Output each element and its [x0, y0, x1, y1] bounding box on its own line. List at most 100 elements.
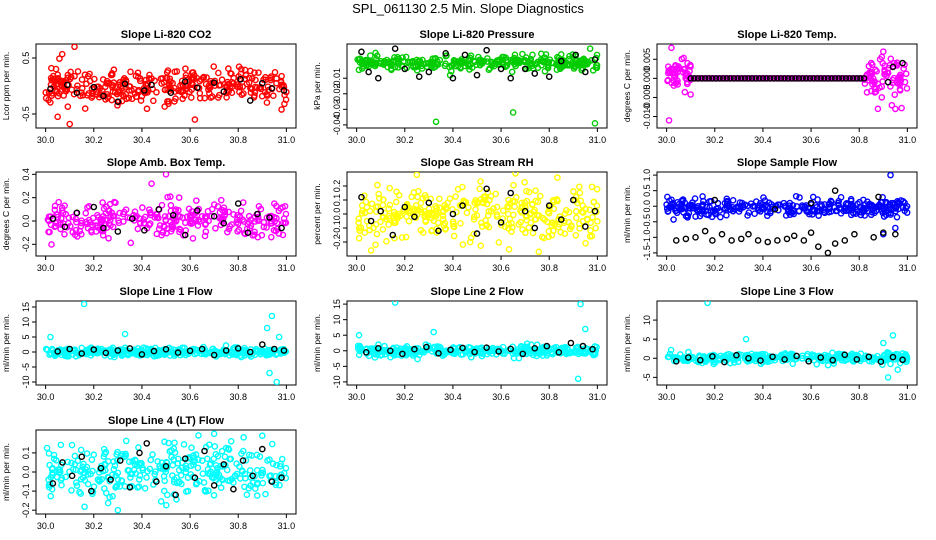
reference-point: [201, 447, 208, 455]
reference-point: [790, 232, 798, 240]
outlier-point: [894, 366, 902, 374]
x-tick-label: 31.0: [899, 392, 917, 402]
data-point: [809, 193, 817, 201]
data-point: [521, 178, 528, 186]
data-point: [110, 66, 118, 74]
data-point: [476, 56, 484, 64]
y-tick-label: -0.010: [642, 104, 652, 130]
x-tick-label: 30.2: [85, 135, 103, 145]
reference-point: [831, 187, 839, 194]
data-point: [211, 443, 219, 450]
data-point: [207, 77, 214, 85]
x-tick-label: 30.4: [133, 521, 151, 531]
data-point: [385, 221, 392, 228]
data-point: [834, 351, 841, 358]
y-tick-label: 0.5: [642, 184, 652, 197]
data-point: [674, 81, 682, 88]
data-point: [223, 94, 230, 101]
data-point: [45, 228, 52, 236]
x-tick-label: 31.0: [899, 263, 917, 273]
data-point: [68, 459, 75, 467]
data-point: [55, 198, 63, 206]
data-point: [842, 204, 850, 212]
reference-point: [711, 196, 719, 204]
x-tick-label: 30.4: [444, 392, 462, 402]
x-tick-label: 30.8: [540, 135, 558, 145]
y-tick-label: 5: [642, 337, 652, 342]
reference-point: [582, 68, 589, 76]
x-tick-label: 30.8: [540, 263, 558, 273]
data-point: [896, 87, 904, 94]
data-point: [587, 219, 595, 227]
data-point: [528, 201, 536, 209]
data-point: [903, 85, 911, 92]
data-point: [110, 465, 118, 473]
reference-point: [705, 75, 713, 82]
data-point: [263, 214, 271, 221]
data-point: [90, 451, 98, 459]
data-point: [373, 230, 381, 238]
reference-point: [377, 207, 385, 215]
reference-point: [239, 457, 247, 464]
data-point: [575, 350, 582, 358]
data-point: [707, 207, 715, 214]
data-point: [509, 57, 516, 65]
data-point: [477, 178, 484, 185]
outlier-point: [879, 48, 887, 55]
data-point: [251, 485, 259, 492]
data-point: [367, 52, 374, 59]
data-point: [139, 204, 146, 211]
data-point: [118, 477, 125, 484]
x-tick-label: 31.0: [899, 135, 917, 145]
data-point: [509, 197, 517, 205]
reference-point: [49, 480, 57, 487]
data-point: [493, 211, 501, 218]
data-point: [513, 194, 520, 201]
reference-point: [813, 75, 821, 82]
data-point: [535, 212, 543, 219]
x-tick-label: 30.8: [229, 135, 247, 145]
data-point: [195, 432, 202, 439]
data-point: [109, 492, 116, 500]
data-point: [112, 483, 120, 490]
data-point: [456, 202, 464, 209]
panel-7: Slope Line 1 Flow 30.0 30.2 30.4 30.6 30.8 31.…: [1, 286, 297, 402]
data-point: [532, 197, 539, 205]
reference-point: [234, 200, 242, 207]
data-point: [383, 238, 390, 245]
y-tick-label: 0: [642, 356, 652, 361]
reference-point: [449, 210, 457, 218]
data-point: [204, 208, 212, 215]
data-point: [591, 351, 599, 358]
x-tick-label: 30.4: [754, 392, 772, 402]
reference-point: [358, 193, 365, 201]
x-tick-label: 30.6: [181, 392, 199, 402]
data-point: [46, 480, 54, 488]
reference-point: [78, 350, 86, 357]
data-point: [878, 94, 886, 101]
data-point: [890, 59, 898, 67]
data-point: [466, 238, 474, 246]
x-tick-label: 30.2: [85, 263, 103, 273]
data-point: [824, 361, 832, 369]
data-point: [881, 352, 889, 360]
data-point: [539, 343, 547, 351]
data-point: [134, 462, 141, 470]
reference-point: [449, 74, 457, 82]
data-point: [674, 204, 682, 211]
x-tick-label: 30.2: [85, 521, 103, 531]
outlier-point: [577, 301, 584, 308]
data-point: [257, 469, 265, 477]
data-point: [532, 187, 539, 194]
data-point: [116, 483, 124, 490]
reference-point: [246, 97, 254, 104]
data-point: [571, 63, 579, 71]
reference-point: [555, 349, 563, 356]
data-point: [120, 76, 127, 84]
data-point: [517, 344, 525, 351]
data-point: [734, 203, 742, 210]
data-point: [263, 92, 271, 99]
data-point: [276, 463, 284, 470]
data-point: [68, 487, 75, 494]
reference-point: [442, 50, 450, 57]
